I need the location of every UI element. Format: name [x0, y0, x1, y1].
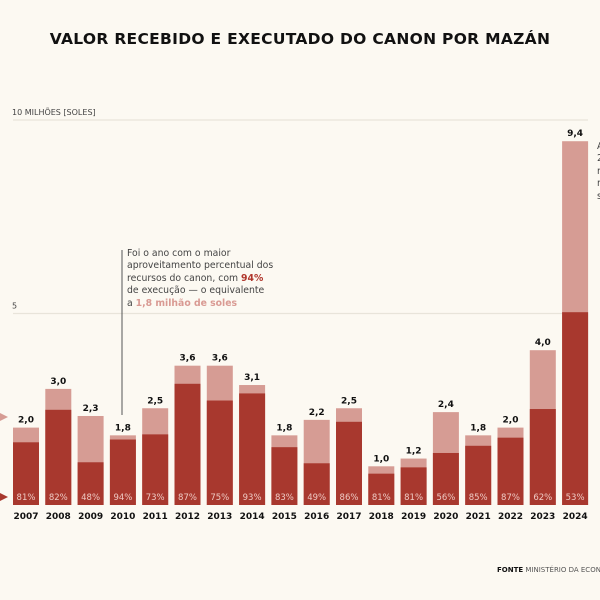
bar-executed-2014	[239, 393, 266, 505]
pct-label: 49%	[307, 493, 326, 503]
executed-marker-icon	[0, 493, 8, 501]
annotation-line: recursos do canon, com	[127, 272, 242, 284]
value-label: 9,4	[567, 129, 583, 139]
x-tick-label: 2015	[272, 512, 297, 522]
pct-label: 86%	[340, 493, 359, 503]
bar-executed-2010	[109, 439, 136, 505]
pct-label: 82%	[49, 493, 68, 503]
x-tick-label: 2022	[498, 512, 523, 522]
value-label: 3,6	[180, 354, 196, 364]
x-tick-label: 2020	[433, 512, 458, 522]
chart-title: VALOR RECEBIDO E EXECUTADO DO CANON POR …	[49, 30, 551, 48]
value-label: 1,0	[373, 454, 389, 464]
annotation-line: s	[597, 190, 600, 202]
value-label: 3,1	[244, 373, 260, 383]
x-tick-label: 2023	[530, 512, 555, 522]
x-tick-label: 2021	[466, 512, 491, 522]
pct-label: 94%	[113, 493, 132, 503]
value-label: 1,2	[406, 447, 422, 457]
x-tick-label: 2013	[207, 512, 232, 522]
annotation-highlight-value: 1,8 milhão de soles	[135, 297, 238, 309]
value-label: 2,3	[83, 404, 99, 414]
source-note: FONTE MINISTÉRIO DA ECONOMIA	[497, 566, 600, 574]
bar-executed-2016	[303, 463, 330, 505]
value-label: 2,0	[503, 416, 519, 426]
annotation-line: de execução — o equivalente	[127, 285, 265, 297]
value-label: 2,5	[147, 396, 163, 406]
value-label: 3,6	[212, 354, 228, 364]
pct-label: 53%	[566, 493, 585, 503]
bar-executed-2021	[465, 445, 492, 505]
bar-executed-2009	[77, 462, 104, 505]
pct-label: 85%	[469, 493, 488, 503]
bar-executed-2007	[13, 442, 39, 505]
value-label: 1,8	[276, 423, 292, 433]
x-tick-label: 2017	[336, 512, 361, 522]
x-tick-label: 2008	[46, 512, 71, 522]
x-tick-label: 2014	[240, 512, 265, 522]
pct-label: 81%	[404, 493, 423, 503]
x-tick-label: 2010	[110, 512, 135, 522]
bar-executed-2023	[529, 409, 556, 505]
bar-executed-2011	[142, 434, 169, 505]
bar-executed-2018	[368, 473, 395, 505]
annotation-line: 2	[597, 153, 600, 165]
bar-executed-2015	[271, 447, 298, 505]
x-tick-label: 2012	[175, 512, 200, 522]
annotation-line: aproveitamento percentual dos	[127, 260, 274, 272]
value-label: 2,2	[309, 408, 325, 418]
source-label: FONTE	[497, 566, 524, 574]
annotation-2010: Foi o ano com o maior aproveitamento per…	[127, 248, 297, 310]
annotation-2024-truncated: A 2 r r s	[597, 141, 600, 203]
value-label: 4,0	[535, 338, 551, 348]
received-marker-icon	[0, 413, 8, 421]
bar-executed-2012	[174, 383, 201, 505]
pct-label: 75%	[210, 493, 229, 503]
annotation-line: r	[597, 165, 600, 177]
bar-executed-2024	[562, 312, 589, 505]
bar-executed-2008	[45, 409, 72, 505]
bar-executed-2022	[497, 437, 524, 505]
bar-executed-2020	[432, 452, 459, 505]
annotation-line: Foi o ano com o maior	[127, 248, 231, 259]
annotation-line: a	[127, 297, 136, 309]
x-tick-label: 2024	[563, 512, 588, 522]
pct-label: 73%	[146, 493, 165, 503]
x-tick-label: 2007	[13, 512, 38, 522]
pct-label: 87%	[501, 493, 520, 503]
bar-executed-2017	[336, 421, 362, 505]
pct-label: 62%	[533, 493, 552, 503]
value-label: 1,8	[470, 423, 486, 433]
pct-label: 83%	[275, 493, 294, 503]
source-text: MINISTÉRIO DA ECONOMIA	[525, 566, 600, 574]
pct-label: 87%	[178, 493, 197, 503]
pct-label: 93%	[243, 493, 262, 503]
value-label: 2,0	[18, 416, 34, 426]
x-tick-label: 2018	[369, 512, 394, 522]
pct-label: 48%	[81, 493, 100, 503]
bar-executed-2019	[400, 467, 427, 505]
pct-label: 56%	[436, 493, 455, 503]
x-tick-label: 2019	[401, 512, 426, 522]
x-tick-label: 2011	[143, 512, 168, 522]
annotation-line: r	[597, 178, 600, 190]
value-label: 2,4	[438, 400, 454, 410]
y-tick-label: 5	[12, 302, 17, 311]
pct-label: 81%	[17, 493, 36, 503]
value-label: 1,8	[115, 423, 131, 433]
y-tick-label: 10 MILHÕES [SOLES]	[12, 106, 96, 117]
x-tick-label: 2016	[304, 512, 329, 522]
annotation-highlight-pct: 94%	[241, 272, 264, 284]
pct-label: 81%	[372, 493, 391, 503]
annotation-line: A	[597, 141, 600, 152]
value-label: 3,0	[50, 377, 66, 387]
bar-executed-2013	[206, 400, 233, 505]
x-tick-label: 2009	[78, 512, 103, 522]
value-label: 2,5	[341, 396, 357, 406]
